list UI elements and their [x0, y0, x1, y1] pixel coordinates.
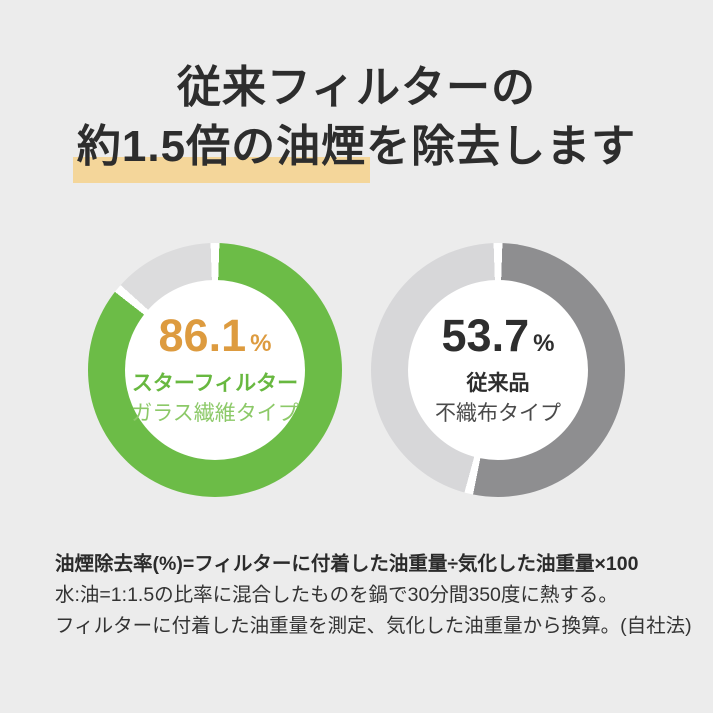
removal-rate-value-star-filter: 86.1% [159, 313, 272, 358]
donut-center-conventional: 53.7% 従来品 不織布タイプ [408, 280, 588, 460]
percent-sign: % [533, 329, 555, 357]
rate-number: 53.7 [441, 309, 530, 361]
rate-number: 86.1 [158, 309, 247, 361]
title-line1: 従来フィルターの [176, 63, 537, 112]
product-name-label: スターフィルター [131, 371, 299, 395]
footnote-formula-line: 油煙除去率(%)=フィルターに付着した油重量÷気化した油重量×100 [55, 553, 639, 575]
percent-sign: % [250, 329, 272, 357]
page-title: 従来フィルターの 約1.5倍の油煙を除去します [0, 58, 713, 183]
donut-chart-star-filter: 86.1% スターフィルター ガラス繊維タイプ [88, 243, 342, 497]
footnote: 油煙除去率(%)=フィルターに付着した油重量÷気化した油重量×100 水:油=1… [55, 549, 692, 642]
donut-center-star-filter: 86.1% スターフィルター ガラス繊維タイプ [125, 280, 305, 460]
removal-rate-value-conventional: 53.7% [442, 313, 555, 358]
product-type-label: 不織布タイプ [435, 402, 561, 425]
product-type-label: ガラス繊維タイプ [131, 402, 299, 425]
title-highlighted-text: 約1.5倍の油煙 [72, 117, 371, 183]
title-rest-text: を除去します [366, 122, 637, 171]
footnote-method-line-2: フィルターに付着した油重量を測定、気化した油重量から換算。(自社法) [55, 615, 692, 637]
product-name-label: 従来品 [466, 371, 530, 395]
title-line2: 約1.5倍の油煙を除去します [0, 117, 713, 183]
footnote-method-line-1: 水:油=1:1.5の比率に混合したものを鍋で30分間350度に熱する。 [55, 584, 618, 606]
donut-chart-conventional: 53.7% 従来品 不織布タイプ [371, 243, 625, 497]
